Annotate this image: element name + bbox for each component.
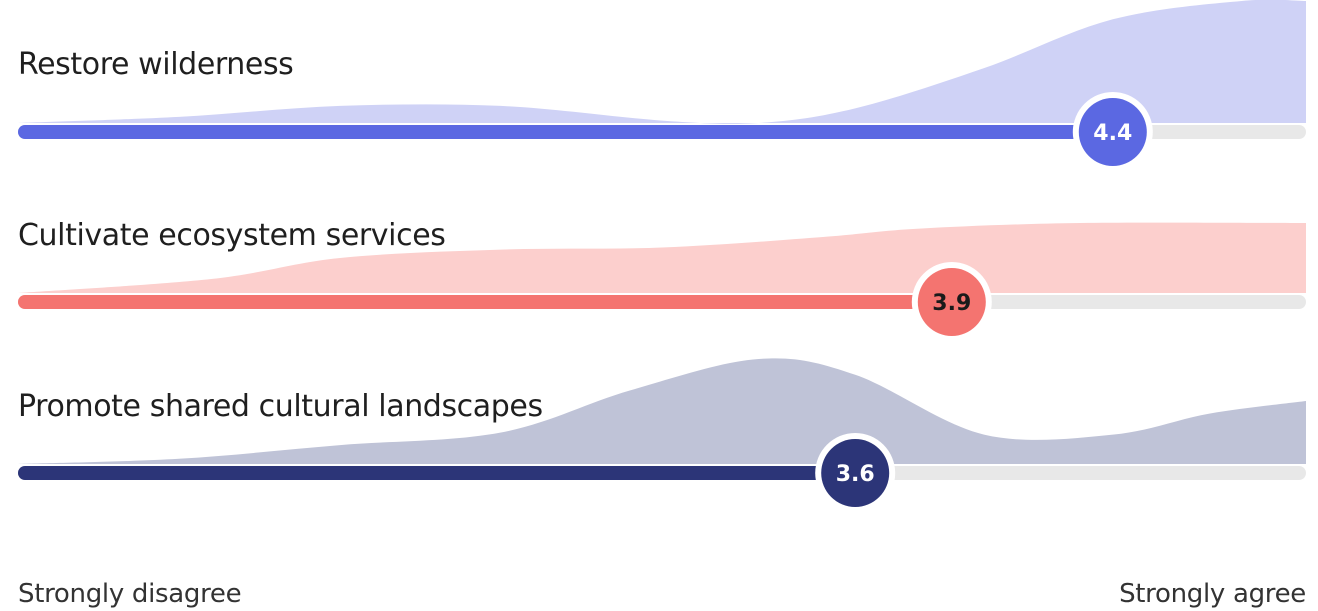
chart-row: Promote shared cultural landscapes 3.6 <box>18 358 1306 513</box>
x-axis-right-label: Strongly agree <box>1119 579 1306 609</box>
row-label: Restore wilderness <box>18 47 293 82</box>
distribution-area <box>18 222 1306 293</box>
row-label: Promote shared cultural landscapes <box>18 389 543 424</box>
value-label: 3.9 <box>932 291 971 316</box>
row-label: Cultivate ecosystem services <box>18 218 445 253</box>
value-bar <box>18 295 952 309</box>
chart-rows: Restore wilderness 4.4 Cultivate ecosystem… <box>18 0 1306 513</box>
value-bar <box>18 125 1113 139</box>
distribution-area <box>18 0 1306 124</box>
value-label: 4.4 <box>1093 121 1132 146</box>
value-knob <box>1078 98 1147 166</box>
value-knob <box>821 439 890 507</box>
chart-row: Restore wilderness 4.4 <box>18 0 1306 172</box>
chart-row: Cultivate ecosystem services 3.9 <box>18 218 1306 342</box>
distribution-area <box>18 358 1306 464</box>
value-bar <box>18 466 856 480</box>
x-axis-left-label: Strongly disagree <box>18 579 241 609</box>
value-knob <box>917 268 986 336</box>
value-label: 3.6 <box>836 462 875 487</box>
